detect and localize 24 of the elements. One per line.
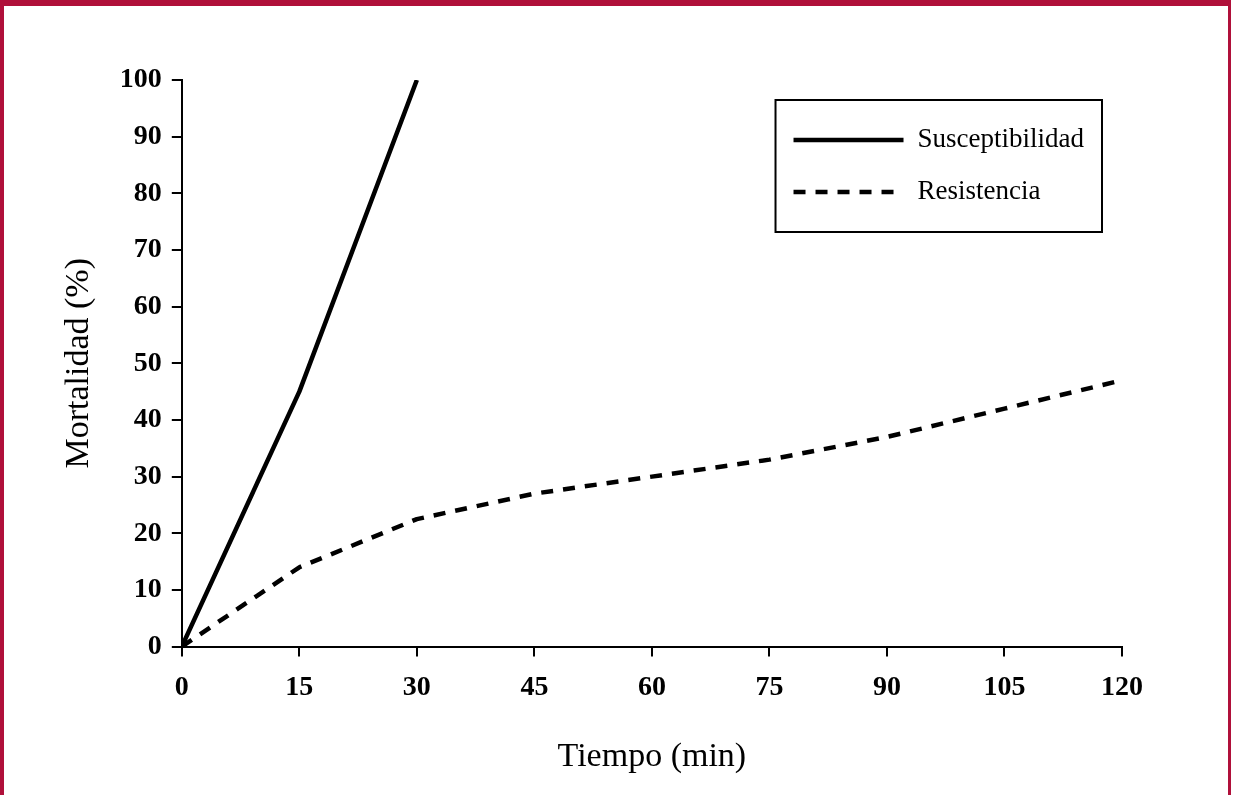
y-tick-label: 70 xyxy=(133,232,162,264)
x-tick-label: 15 xyxy=(285,669,314,701)
y-tick-label: 60 xyxy=(133,288,162,320)
y-tick-label: 40 xyxy=(133,402,162,434)
x-tick-label: 0 xyxy=(174,669,189,701)
y-axis-title: Mortalidad (%) xyxy=(58,258,97,469)
y-tick-label: 80 xyxy=(133,175,162,207)
legend-label: Susceptibilidad xyxy=(917,123,1085,154)
legend-label: Resistencia xyxy=(917,175,1041,206)
y-tick-label: 0 xyxy=(147,628,162,660)
y-tick-label: 30 xyxy=(133,458,162,490)
x-tick-label: 120 xyxy=(1101,669,1143,701)
y-tick-label: 50 xyxy=(133,345,162,377)
x-tick-label: 105 xyxy=(983,669,1026,701)
y-tick-label: 10 xyxy=(133,572,162,604)
x-tick-label: 45 xyxy=(520,669,549,701)
x-tick-label: 60 xyxy=(637,669,666,701)
y-tick-label: 90 xyxy=(133,118,162,150)
y-tick-label: 100 xyxy=(119,62,162,94)
x-tick-label: 90 xyxy=(872,669,901,701)
x-axis-title: Tiempo (min) xyxy=(557,735,747,774)
x-tick-label: 75 xyxy=(755,669,784,701)
y-tick-label: 20 xyxy=(133,515,162,547)
x-tick-label: 30 xyxy=(402,669,431,701)
